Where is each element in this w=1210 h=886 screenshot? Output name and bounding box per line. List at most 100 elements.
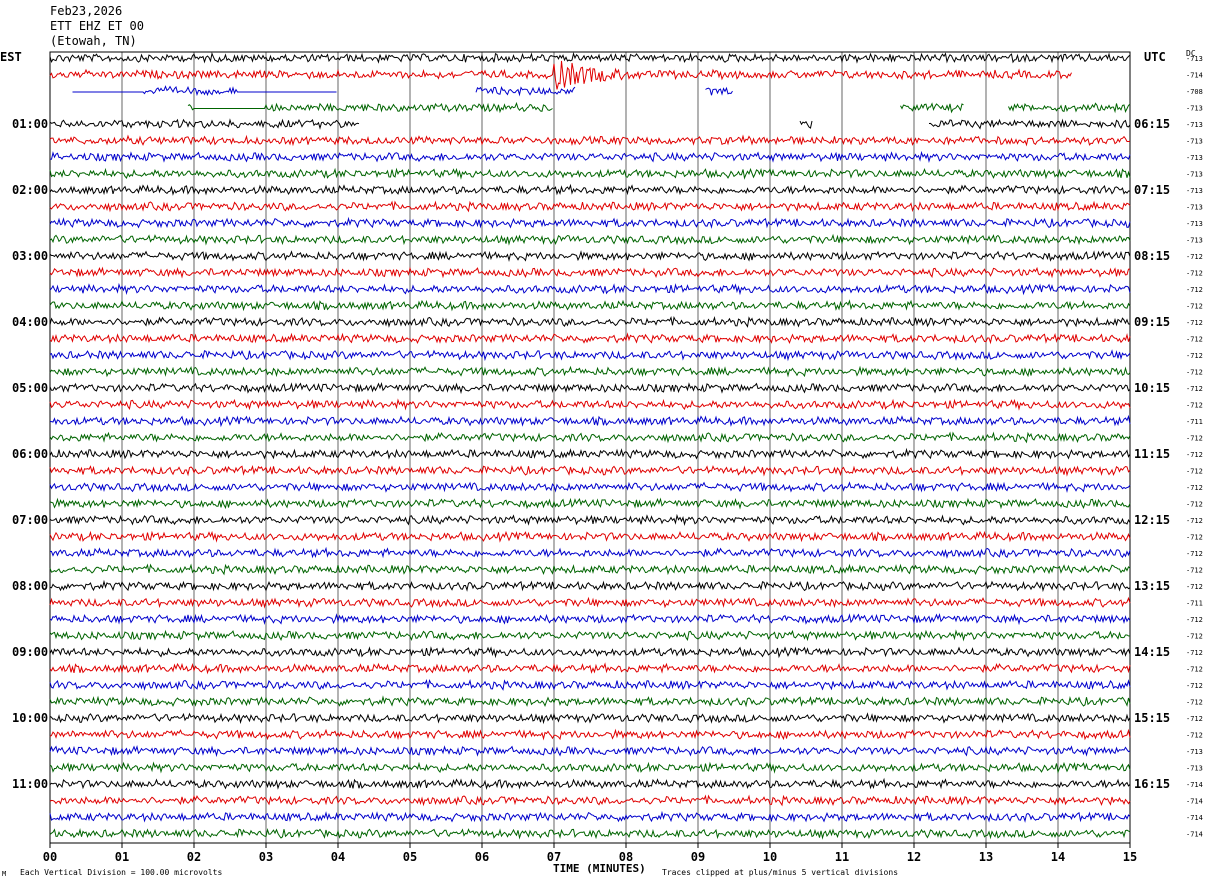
trace-row-22 bbox=[49, 398, 1131, 411]
x-tick-label: 01 bbox=[115, 850, 129, 864]
trace-row-24 bbox=[49, 431, 1131, 444]
dc-offset-label: -712 bbox=[1186, 534, 1203, 542]
x-tick-label: 12 bbox=[907, 850, 921, 864]
dc-offset-label: -712 bbox=[1186, 583, 1203, 591]
dc-offset-label: -713 bbox=[1186, 154, 1203, 162]
dc-offset-label: -712 bbox=[1186, 253, 1203, 261]
corner-mark: M bbox=[2, 870, 7, 878]
dc-offset-label: -713 bbox=[1186, 105, 1203, 113]
dc-offset-label: -712 bbox=[1186, 303, 1203, 311]
trace-row-19 bbox=[49, 349, 1131, 362]
trace-row-16 bbox=[49, 299, 1131, 312]
est-hour-label: 04:00 bbox=[12, 315, 48, 329]
trace-row-12 bbox=[49, 233, 1131, 246]
x-tick-label: 05 bbox=[403, 850, 417, 864]
utc-hour-label: 06:15 bbox=[1134, 117, 1170, 131]
dc-offset-label: -712 bbox=[1186, 649, 1203, 657]
trace-row-42 bbox=[49, 728, 1131, 741]
trace-row-41 bbox=[49, 712, 1131, 725]
dc-offset-label: -712 bbox=[1186, 352, 1203, 360]
dc-offset-label: -712 bbox=[1186, 666, 1203, 674]
trace-row-32 bbox=[49, 563, 1131, 576]
plot-frame bbox=[49, 51, 1131, 844]
dc-offset-label: -712 bbox=[1186, 633, 1203, 641]
utc-hour-label: 11:15 bbox=[1134, 447, 1170, 461]
dc-offset-label: -712 bbox=[1186, 699, 1203, 707]
trace-row-13 bbox=[49, 250, 1131, 262]
trace-row-5 bbox=[49, 118, 1131, 130]
dc-offset-label: -713 bbox=[1186, 765, 1203, 773]
dc-offset-label: -714 bbox=[1186, 72, 1203, 80]
x-tick-label: 10 bbox=[763, 850, 777, 864]
trace-row-26 bbox=[49, 464, 1131, 477]
est-hour-label: 01:00 bbox=[12, 117, 48, 131]
dc-offset-label: -712 bbox=[1186, 336, 1203, 344]
dc-offset-label: -712 bbox=[1186, 715, 1203, 723]
x-tick-label: 06 bbox=[475, 850, 489, 864]
trace-row-31 bbox=[49, 546, 1131, 559]
x-tick-label: 14 bbox=[1051, 850, 1065, 864]
dc-offset-label: -712 bbox=[1186, 732, 1203, 740]
est-hour-label: 08:00 bbox=[12, 579, 48, 593]
right-timezone-label: UTC bbox=[1144, 50, 1166, 64]
dc-offset-label: -713 bbox=[1186, 55, 1203, 63]
trace-row-36 bbox=[49, 629, 1131, 642]
dc-offset-label: -712 bbox=[1186, 270, 1203, 278]
trace-row-33 bbox=[49, 579, 1131, 593]
x-tick-label: 00 bbox=[43, 850, 57, 864]
trace-row-8 bbox=[49, 167, 1131, 180]
dc-offset-label: -713 bbox=[1186, 220, 1203, 228]
x-axis-title: TIME (MINUTES) bbox=[553, 862, 646, 875]
dc-offset-label: -714 bbox=[1186, 798, 1203, 806]
scale-note: Each Vertical Division = 100.00 microvol… bbox=[20, 868, 223, 877]
est-hour-label: 06:00 bbox=[12, 447, 48, 461]
trace-row-46 bbox=[49, 794, 1131, 807]
x-tick-label: 15 bbox=[1123, 850, 1137, 864]
trace-row-11 bbox=[49, 216, 1131, 229]
x-tick-label: 09 bbox=[691, 850, 705, 864]
dc-offset-label: -714 bbox=[1186, 781, 1203, 789]
trace-row-23 bbox=[49, 414, 1131, 428]
dc-offset-label: -711 bbox=[1186, 600, 1203, 608]
est-hour-label: 07:00 bbox=[12, 513, 48, 527]
x-tick-label: 08 bbox=[619, 850, 633, 864]
est-hour-label: 05:00 bbox=[12, 381, 48, 395]
utc-hour-label: 13:15 bbox=[1134, 579, 1170, 593]
est-hour-label: 10:00 bbox=[12, 711, 48, 725]
dc-offset-label: -712 bbox=[1186, 451, 1203, 459]
dc-offset-label: -712 bbox=[1186, 550, 1203, 558]
dc-offset-label: -712 bbox=[1186, 517, 1203, 525]
trace-row-17 bbox=[49, 316, 1131, 328]
dc-offset-label: -713 bbox=[1186, 748, 1203, 756]
x-tick-label: 11 bbox=[835, 850, 849, 864]
trace-row-39 bbox=[49, 679, 1131, 691]
trace-row-47 bbox=[49, 810, 1131, 823]
x-tick-label: 13 bbox=[979, 850, 993, 864]
est-hour-label: 09:00 bbox=[12, 645, 48, 659]
dc-offset-label: -712 bbox=[1186, 319, 1203, 327]
dc-offset-label: -712 bbox=[1186, 385, 1203, 393]
dc-offset-label: -712 bbox=[1186, 286, 1203, 294]
dc-offset-label: -712 bbox=[1186, 501, 1203, 509]
dc-offset-title: DC bbox=[1186, 49, 1196, 58]
est-hour-label: 03:00 bbox=[12, 249, 48, 263]
trace-row-43 bbox=[49, 744, 1131, 758]
trace-row-18 bbox=[49, 332, 1131, 345]
trace-row-21 bbox=[49, 381, 1131, 395]
dc-offset-label: -713 bbox=[1186, 171, 1203, 179]
utc-hour-label: 14:15 bbox=[1134, 645, 1170, 659]
dc-offset-label: -713 bbox=[1186, 187, 1203, 195]
left-timezone-label: EST bbox=[0, 50, 22, 64]
trace-row-6 bbox=[49, 134, 1131, 147]
dc-offset-label: -711 bbox=[1186, 418, 1203, 426]
trace-row-38 bbox=[49, 662, 1131, 675]
trace-row-25 bbox=[49, 447, 1131, 460]
dc-offset-label: -712 bbox=[1186, 567, 1203, 575]
x-tick-label: 07 bbox=[547, 850, 561, 864]
dc-offset-label: -712 bbox=[1186, 682, 1203, 690]
trace-row-28 bbox=[49, 497, 1131, 510]
dc-offset-label: -714 bbox=[1186, 814, 1203, 822]
utc-hour-label: 12:15 bbox=[1134, 513, 1170, 527]
utc-hour-label: 15:15 bbox=[1134, 711, 1170, 725]
